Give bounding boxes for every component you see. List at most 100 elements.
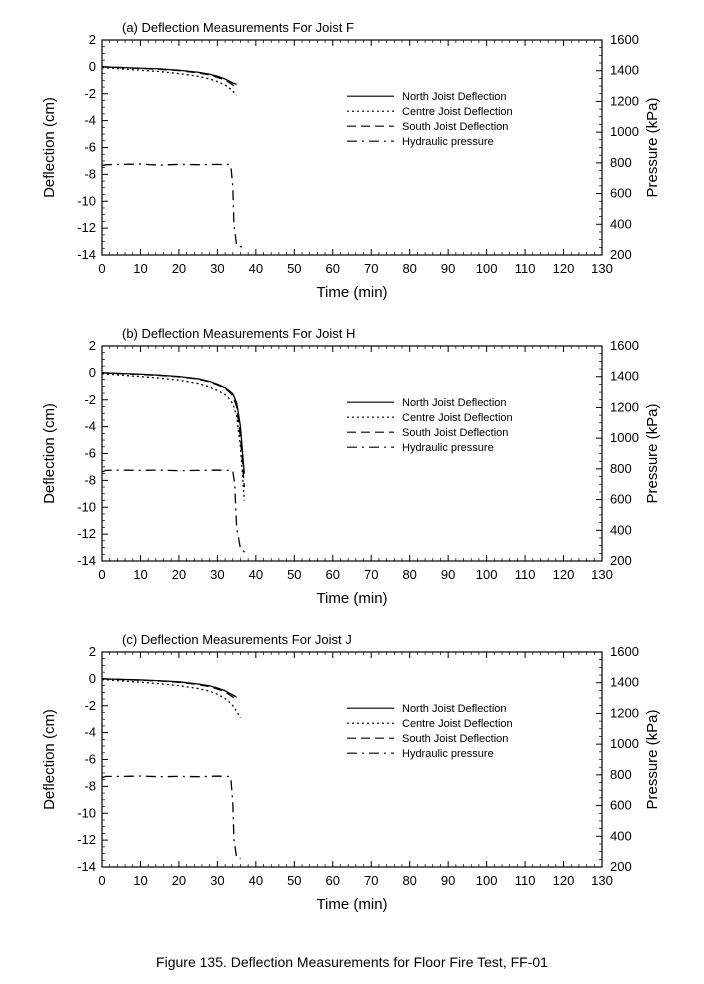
svg-text:800: 800 [610, 767, 632, 782]
svg-text:400: 400 [610, 828, 632, 843]
svg-text:80: 80 [402, 567, 416, 582]
svg-text:Hydraulic pressure: Hydraulic pressure [402, 442, 494, 454]
chart-wrap: 0102030405060708090100110120130-14-12-10… [32, 10, 672, 310]
svg-text:(a) Deflection Measurements Fo: (a) Deflection Measurements For Joist F [122, 20, 354, 35]
svg-text:2: 2 [89, 644, 96, 659]
chart-panel: 0102030405060708090100110120130-14-12-10… [32, 316, 672, 616]
svg-text:-10: -10 [77, 193, 96, 208]
svg-text:1000: 1000 [610, 430, 639, 445]
svg-text:60: 60 [326, 873, 340, 888]
svg-text:90: 90 [441, 261, 455, 276]
svg-text:20: 20 [172, 567, 186, 582]
svg-text:120: 120 [553, 567, 575, 582]
svg-text:80: 80 [402, 873, 416, 888]
svg-text:0: 0 [89, 59, 96, 74]
svg-text:-12: -12 [77, 526, 96, 541]
svg-text:-8: -8 [84, 472, 96, 487]
svg-text:(c) Deflection Measurements Fo: (c) Deflection Measurements For Joist J [122, 632, 352, 647]
svg-text:-2: -2 [84, 392, 96, 407]
svg-text:80: 80 [402, 261, 416, 276]
svg-text:Time (min): Time (min) [316, 896, 387, 913]
svg-text:110: 110 [515, 567, 536, 582]
svg-text:800: 800 [610, 461, 632, 476]
svg-text:1600: 1600 [610, 32, 639, 47]
svg-text:10: 10 [133, 567, 147, 582]
svg-text:-14: -14 [77, 859, 96, 874]
svg-text:200: 200 [610, 553, 632, 568]
svg-text:90: 90 [441, 567, 455, 582]
svg-text:Deflection (cm): Deflection (cm) [41, 97, 58, 198]
svg-text:10: 10 [133, 261, 147, 276]
svg-text:100: 100 [476, 873, 498, 888]
svg-text:-10: -10 [77, 499, 96, 514]
svg-text:110: 110 [515, 261, 536, 276]
svg-text:70: 70 [364, 567, 378, 582]
chart-wrap: 0102030405060708090100110120130-14-12-10… [32, 622, 672, 922]
svg-text:50: 50 [287, 873, 301, 888]
svg-text:-12: -12 [77, 220, 96, 235]
svg-text:Hydraulic pressure: Hydraulic pressure [402, 136, 494, 148]
svg-text:Deflection (cm): Deflection (cm) [41, 709, 58, 810]
svg-text:30: 30 [210, 261, 224, 276]
svg-text:0: 0 [89, 671, 96, 686]
svg-text:400: 400 [610, 216, 632, 231]
svg-text:40: 40 [249, 567, 263, 582]
svg-text:1600: 1600 [610, 338, 639, 353]
page: 0102030405060708090100110120130-14-12-10… [0, 0, 704, 984]
svg-text:South Joist Deflection: South Joist Deflection [402, 733, 508, 745]
svg-text:600: 600 [610, 798, 632, 813]
chart-wrap: 0102030405060708090100110120130-14-12-10… [32, 316, 672, 616]
svg-text:20: 20 [172, 261, 186, 276]
chart-panel: 0102030405060708090100110120130-14-12-10… [32, 10, 672, 310]
svg-text:130: 130 [591, 567, 613, 582]
svg-text:Centre Joist Deflection: Centre Joist Deflection [402, 106, 513, 118]
svg-text:0: 0 [98, 567, 105, 582]
svg-text:30: 30 [210, 873, 224, 888]
svg-text:100: 100 [476, 567, 498, 582]
svg-text:2: 2 [89, 32, 96, 47]
svg-text:2: 2 [89, 338, 96, 353]
svg-text:1000: 1000 [610, 736, 639, 751]
charts-container: 0102030405060708090100110120130-14-12-10… [0, 0, 704, 922]
svg-text:1200: 1200 [610, 705, 639, 720]
svg-text:-8: -8 [84, 166, 96, 181]
svg-text:(b) Deflection Measurements Fo: (b) Deflection Measurements For Joist H [122, 326, 355, 341]
chart-panel: 0102030405060708090100110120130-14-12-10… [32, 622, 672, 922]
svg-text:Deflection (cm): Deflection (cm) [41, 403, 58, 504]
svg-text:60: 60 [326, 567, 340, 582]
svg-text:70: 70 [364, 873, 378, 888]
svg-text:Pressure (kPa): Pressure (kPa) [644, 403, 661, 503]
svg-text:0: 0 [89, 365, 96, 380]
svg-text:50: 50 [287, 567, 301, 582]
svg-text:-8: -8 [84, 778, 96, 793]
svg-text:400: 400 [610, 522, 632, 537]
svg-text:130: 130 [591, 873, 613, 888]
svg-text:-4: -4 [84, 113, 96, 128]
svg-text:-10: -10 [77, 805, 96, 820]
svg-text:200: 200 [610, 247, 632, 262]
svg-text:-14: -14 [77, 553, 96, 568]
svg-text:North Joist Deflection: North Joist Deflection [402, 703, 507, 715]
svg-text:20: 20 [172, 873, 186, 888]
svg-text:50: 50 [287, 261, 301, 276]
svg-text:200: 200 [610, 859, 632, 874]
svg-text:800: 800 [610, 155, 632, 170]
svg-text:Centre Joist Deflection: Centre Joist Deflection [402, 412, 513, 424]
svg-text:-6: -6 [84, 140, 96, 155]
svg-text:-6: -6 [84, 752, 96, 767]
svg-text:-4: -4 [84, 725, 96, 740]
svg-text:1200: 1200 [610, 399, 639, 414]
svg-text:0: 0 [98, 261, 105, 276]
svg-text:-2: -2 [84, 86, 96, 101]
svg-text:Centre Joist Deflection: Centre Joist Deflection [402, 718, 513, 730]
svg-text:40: 40 [249, 261, 263, 276]
svg-text:60: 60 [326, 261, 340, 276]
svg-text:-2: -2 [84, 698, 96, 713]
svg-text:1000: 1000 [610, 124, 639, 139]
svg-text:Time (min): Time (min) [316, 284, 387, 301]
svg-text:110: 110 [515, 873, 536, 888]
svg-text:North Joist Deflection: North Joist Deflection [402, 91, 507, 103]
svg-text:Hydraulic pressure: Hydraulic pressure [402, 748, 494, 760]
figure-caption: Figure 135. Deflection Measurements for … [0, 954, 704, 970]
svg-text:30: 30 [210, 567, 224, 582]
